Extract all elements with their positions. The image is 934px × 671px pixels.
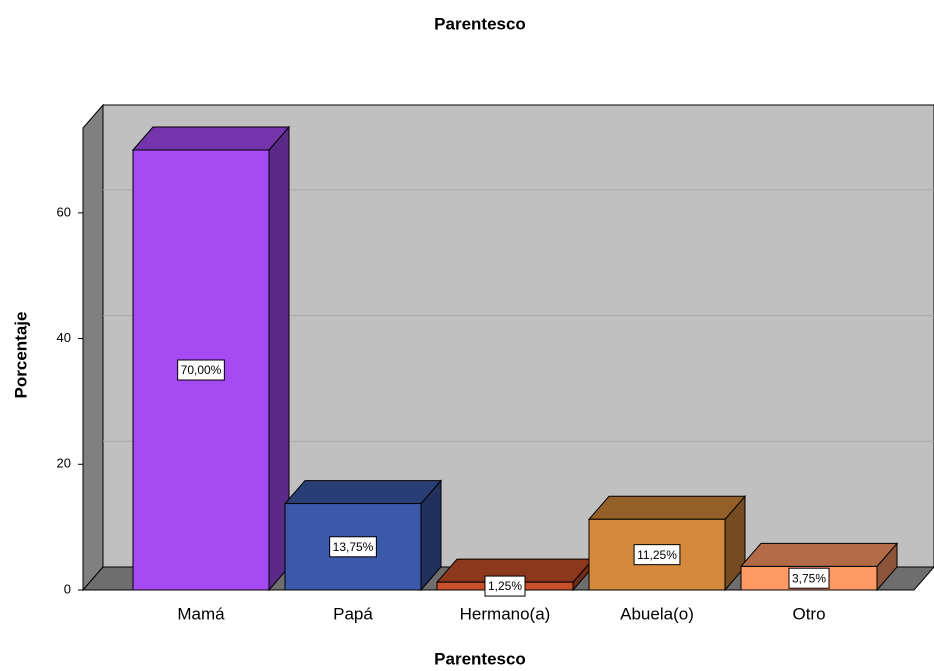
bar-top: [131, 126, 291, 151]
value-label: 1,25%: [488, 579, 522, 593]
value-label-box: [177, 359, 225, 381]
y-axis-title: Porcentaje: [11, 312, 30, 399]
chart-title: Parentesco: [434, 14, 526, 33]
x-tick-label: Papá: [333, 604, 373, 623]
value-label: 13,75%: [333, 540, 374, 554]
bar-front: [284, 503, 422, 591]
y-tick-label: 20: [57, 456, 71, 471]
value-label: 11,25%: [637, 548, 677, 562]
bar-top: [587, 495, 747, 520]
bar: [283, 479, 443, 592]
bar: [587, 494, 747, 592]
y-tick-label: 60: [57, 204, 71, 219]
value-label-box: [788, 567, 830, 589]
x-tick-label: Abuela(o): [620, 604, 694, 623]
value-label: 3,75%: [792, 571, 826, 585]
y-tick-label: 0: [64, 581, 71, 596]
value-label-box: [633, 544, 681, 566]
left-wall: [82, 103, 104, 592]
bar-top: [283, 480, 443, 505]
x-tick-label: Mamá: [177, 604, 225, 623]
y-tick-label: 40: [57, 330, 71, 345]
x-axis-title: Parentesco: [434, 649, 526, 668]
x-tick-label: Otro: [792, 604, 825, 623]
bar: [131, 125, 291, 592]
value-label-box: [329, 536, 377, 558]
x-tick-label: Hermano(a): [460, 604, 551, 623]
bar-top: [739, 542, 899, 567]
value-label: 70,00%: [181, 363, 222, 377]
value-label-box: [484, 575, 526, 597]
bar: [739, 542, 899, 592]
